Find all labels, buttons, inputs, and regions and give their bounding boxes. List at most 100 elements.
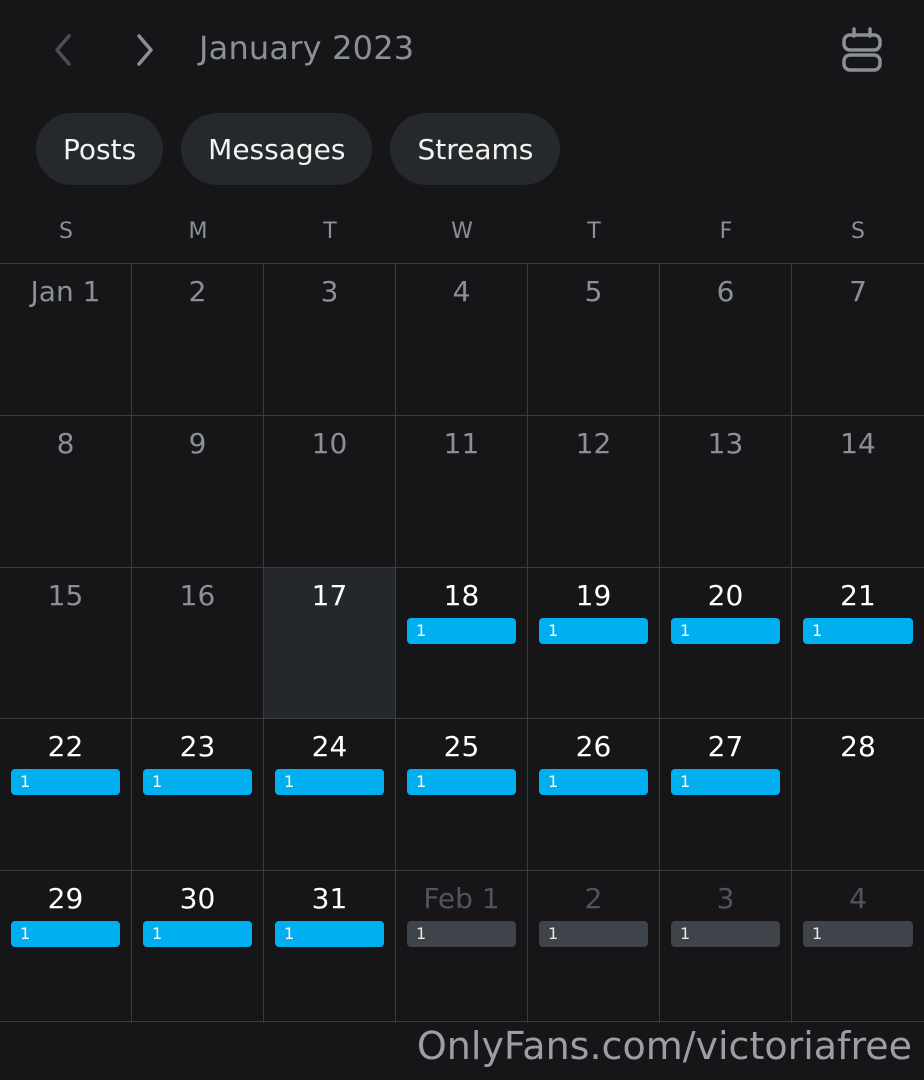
next-month-button[interactable] — [122, 28, 166, 72]
scheduled-count-badge[interactable]: 1 — [803, 921, 913, 948]
calendar-day-cell[interactable]: 26 1 — [528, 719, 660, 872]
calendar-day-cell[interactable]: 21 1 — [792, 568, 924, 720]
filter-chip-streams[interactable]: Streams — [390, 113, 561, 185]
calendar-day-cell[interactable]: 28 — [792, 719, 924, 872]
scheduled-count-badge[interactable]: 1 — [275, 921, 384, 948]
day-number: 3 — [716, 882, 735, 916]
day-number: 4 — [849, 882, 867, 916]
calendar-day-cell[interactable]: 20 1 — [660, 567, 792, 720]
scheduled-count-badge[interactable]: 1 — [671, 617, 780, 644]
view-toggle-button[interactable] — [834, 24, 890, 76]
day-number: Jan 1 — [30, 275, 101, 308]
scheduled-count-badge[interactable]: 1 — [11, 921, 120, 948]
day-number: 6 — [716, 275, 735, 308]
calendar-grid: Jan 1 2 3 4 5 6 7 8 9 10 11 12 13 14 15 16 17 18 1 19 1 20 1 21… — [0, 263, 924, 1023]
filter-chips: Posts Messages Streams — [36, 113, 561, 185]
calendar-day-cell[interactable]: 12 — [528, 415, 660, 568]
scheduled-count-badge[interactable]: 1 — [407, 769, 516, 796]
calendar-day-cell[interactable]: 30 1 — [132, 871, 264, 1023]
day-number: 8 — [56, 426, 75, 460]
day-number: 5 — [584, 275, 603, 308]
calendar-day-cell[interactable]: 17 — [264, 567, 396, 720]
weekday-wednesday: W — [451, 219, 473, 244]
day-number: 16 — [179, 578, 216, 612]
day-number: 26 — [575, 730, 612, 764]
scheduled-count-badge[interactable]: 1 — [11, 769, 120, 796]
day-number: 9 — [188, 426, 207, 460]
day-number: 29 — [47, 882, 84, 916]
calendar-day-cell[interactable]: 19 1 — [528, 567, 660, 720]
day-number: 13 — [707, 426, 744, 460]
filter-chip-posts[interactable]: Posts — [36, 113, 164, 185]
calendar-day-cell[interactable]: 24 1 — [264, 719, 396, 872]
calendar-day-cell[interactable]: 13 — [660, 415, 792, 568]
scheduled-count-badge[interactable]: 1 — [803, 617, 913, 644]
calendar-day-cell[interactable]: Feb 1 1 — [396, 871, 528, 1023]
scheduled-count-badge[interactable]: 1 — [407, 921, 516, 948]
weekday-thursday: T — [587, 219, 601, 244]
weekday-header-row: S M T W T F S — [0, 212, 924, 252]
calendar-day-cell[interactable]: 2 — [132, 264, 264, 416]
day-number: 19 — [575, 578, 612, 612]
calendar-day-cell[interactable]: 5 — [528, 264, 660, 416]
calendar-day-cell[interactable]: 23 1 — [132, 719, 264, 872]
calendar-day-cell[interactable]: 22 1 — [0, 719, 132, 872]
calendar-day-cell[interactable]: 27 1 — [660, 719, 792, 872]
scheduled-count-badge[interactable]: 1 — [671, 769, 780, 796]
scheduled-count-badge[interactable]: 1 — [407, 617, 516, 644]
calendar-day-cell[interactable]: 3 — [264, 264, 396, 416]
scheduled-count-badge[interactable]: 1 — [143, 921, 252, 948]
calendar-day-cell[interactable]: Jan 1 — [0, 264, 132, 416]
scheduled-count-badge[interactable]: 1 — [143, 769, 252, 796]
day-number: 25 — [443, 730, 480, 764]
calendar-day-cell[interactable]: 10 — [264, 415, 396, 568]
day-number: 2 — [584, 882, 603, 916]
calendar-day-cell[interactable]: 4 — [396, 264, 528, 416]
day-number: 12 — [575, 426, 612, 460]
day-number: 31 — [311, 882, 348, 916]
calendar-day-cell[interactable]: 18 1 — [396, 567, 528, 720]
calendar-view-toggle-icon — [842, 27, 882, 72]
day-number: Feb 1 — [423, 882, 500, 916]
calendar-day-cell[interactable]: 29 1 — [0, 871, 132, 1023]
scheduled-count-badge[interactable]: 1 — [671, 921, 780, 948]
weekday-sunday: S — [59, 219, 73, 244]
scheduled-count-badge[interactable]: 1 — [539, 769, 648, 796]
calendar-day-cell[interactable]: 25 1 — [396, 719, 528, 872]
calendar-day-cell[interactable]: 31 1 — [264, 871, 396, 1023]
calendar-day-cell[interactable]: 11 — [396, 415, 528, 568]
day-number: 11 — [443, 426, 480, 460]
day-number: 2 — [188, 275, 207, 308]
previous-month-button[interactable] — [42, 28, 86, 72]
day-number: 20 — [707, 578, 744, 612]
day-number: 15 — [47, 578, 84, 612]
day-number: 24 — [311, 730, 348, 764]
filter-chip-messages[interactable]: Messages — [181, 113, 373, 185]
day-number: 22 — [47, 730, 84, 764]
calendar-day-cell[interactable]: 7 — [792, 264, 924, 416]
calendar-day-cell[interactable]: 15 — [0, 567, 132, 720]
calendar-day-cell[interactable]: 8 — [0, 415, 132, 568]
calendar-day-cell[interactable]: 9 — [132, 415, 264, 568]
day-number: 23 — [179, 730, 216, 764]
calendar-day-cell[interactable]: 16 — [132, 567, 264, 720]
weekday-tuesday: T — [323, 219, 337, 244]
calendar-day-cell[interactable]: 6 — [660, 264, 792, 416]
scheduled-count-badge[interactable]: 1 — [539, 921, 648, 948]
chevron-left-icon — [55, 34, 71, 66]
day-number: 27 — [707, 730, 744, 764]
weekday-saturday: S — [851, 219, 865, 244]
day-number: 3 — [320, 275, 339, 308]
day-number: 30 — [179, 882, 216, 916]
scheduled-count-badge[interactable]: 1 — [539, 617, 648, 644]
watermark: OnlyFans.com/victoriafree — [416, 1024, 912, 1068]
day-number: 18 — [443, 578, 480, 612]
day-number: 17 — [311, 578, 348, 612]
day-number: 7 — [849, 275, 867, 308]
scheduled-count-badge[interactable]: 1 — [275, 769, 384, 796]
day-number: 10 — [311, 426, 348, 460]
calendar-day-cell[interactable]: 14 — [792, 416, 924, 568]
